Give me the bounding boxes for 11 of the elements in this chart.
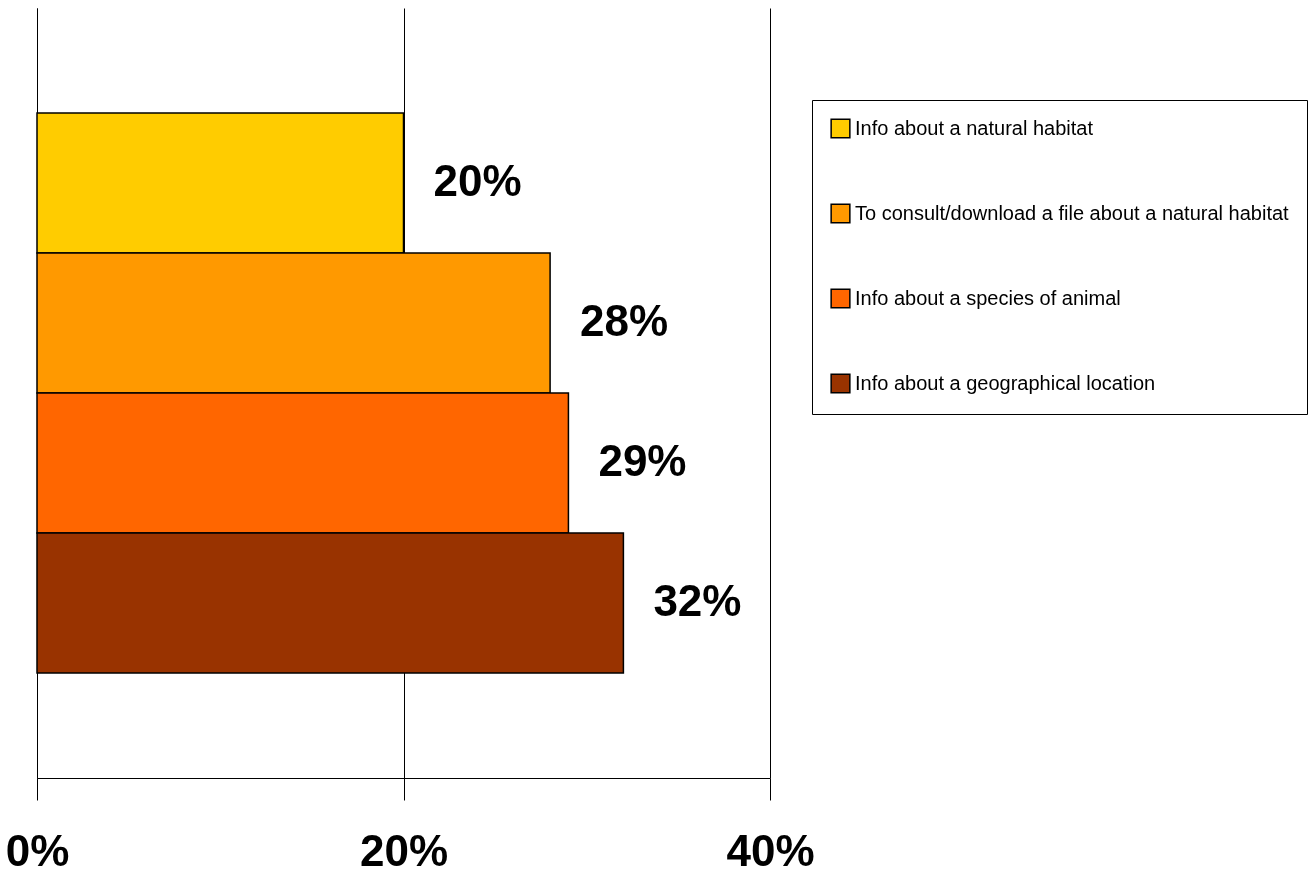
- legend-label: Info about a natural habitat: [855, 116, 1094, 139]
- x-tick-label: 0%: [5, 825, 70, 873]
- data-label: 32%: [653, 576, 742, 625]
- legend-label: Info about a geographical location: [855, 371, 1156, 394]
- x-tick-label: 20%: [359, 825, 449, 873]
- data-label: 28%: [580, 296, 669, 345]
- data-label: 29%: [598, 436, 687, 485]
- x-tick-label: 40%: [726, 825, 815, 873]
- legend-label: To consult/download a file about a natural habitat: [855, 201, 1290, 224]
- legend-label: Info about a species of animal: [855, 286, 1121, 309]
- data-label: 20%: [433, 156, 522, 205]
